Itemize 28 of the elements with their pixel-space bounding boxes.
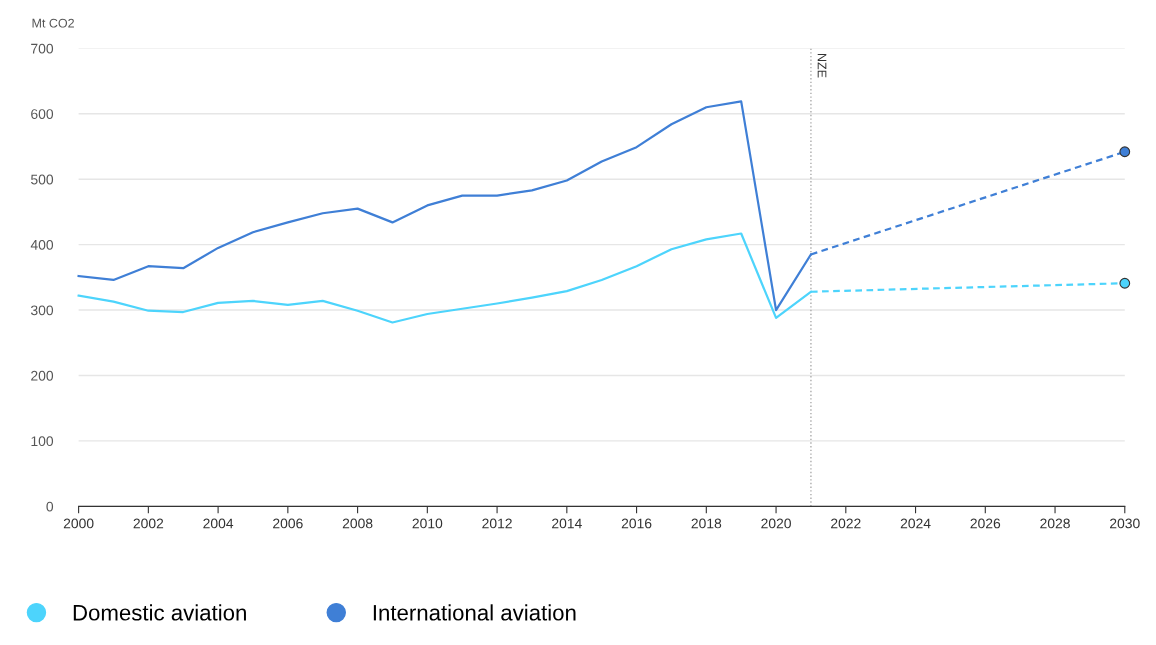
x-tick-label: 2026 xyxy=(970,518,1001,529)
y-tick-label: 600 xyxy=(31,109,54,119)
y-tick-label: 300 xyxy=(30,305,54,316)
y-tick-label: 400 xyxy=(30,239,54,250)
x-tick-label: 2012 xyxy=(482,518,512,529)
y-tick-label: 700 xyxy=(31,43,54,54)
x-tick-label: 2024 xyxy=(900,518,931,529)
x-tick-label: 2014 xyxy=(552,518,582,529)
x-tick-label: 2002 xyxy=(133,518,164,529)
x-tick-label: 2010 xyxy=(412,518,443,529)
x-tick-label: 2006 xyxy=(273,518,303,529)
x-tick-label: 2016 xyxy=(621,518,652,529)
y-tick-label: 200 xyxy=(31,370,54,381)
y-axis-title: Mt CO2 xyxy=(32,18,74,28)
x-tick-label: 2028 xyxy=(1040,518,1070,529)
ref-line-label: NZE xyxy=(817,53,827,78)
y-tick-label: 500 xyxy=(30,174,54,185)
y-tick-label: 0 xyxy=(46,501,54,512)
x-tick-label: 2000 xyxy=(63,518,94,529)
x-tick-label: 2018 xyxy=(691,518,722,529)
legend-label: Domestic aviation xyxy=(73,604,246,621)
x-tick-label: 2004 xyxy=(203,518,234,529)
x-tick-label: 2008 xyxy=(342,518,373,529)
x-tick-label: 2030 xyxy=(1110,518,1140,529)
legend-label: International aviation xyxy=(373,604,576,621)
x-tick-label: 2022 xyxy=(831,518,861,529)
y-tick-label: 100 xyxy=(31,436,54,447)
x-tick-label: 2020 xyxy=(761,518,791,529)
